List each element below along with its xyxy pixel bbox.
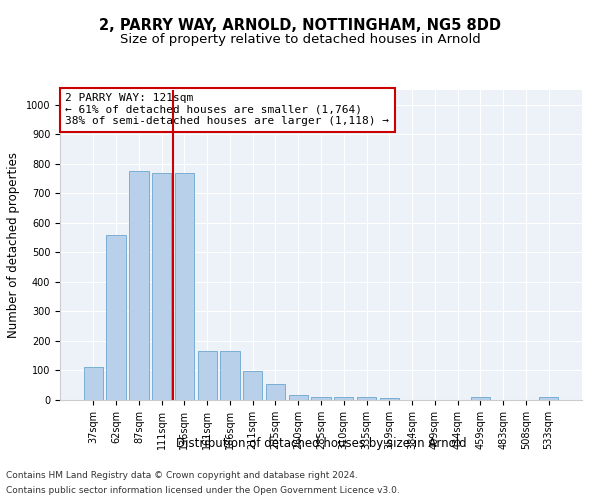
Bar bbox=[197, 352, 217, 400]
Bar bbox=[380, 398, 399, 400]
Text: 2, PARRY WAY, ARNOLD, NOTTINGHAM, NG5 8DD: 2, PARRY WAY, ARNOLD, NOTTINGHAM, NG5 8D… bbox=[99, 18, 501, 32]
Bar bbox=[243, 372, 262, 400]
Y-axis label: Number of detached properties: Number of detached properties bbox=[7, 152, 20, 338]
Bar bbox=[84, 367, 103, 400]
Text: Contains public sector information licensed under the Open Government Licence v3: Contains public sector information licen… bbox=[6, 486, 400, 495]
Text: Distribution of detached houses by size in Arnold: Distribution of detached houses by size … bbox=[176, 438, 466, 450]
Bar bbox=[220, 352, 239, 400]
Bar bbox=[129, 171, 149, 400]
Bar bbox=[289, 395, 308, 400]
Text: Size of property relative to detached houses in Arnold: Size of property relative to detached ho… bbox=[119, 32, 481, 46]
Text: Contains HM Land Registry data © Crown copyright and database right 2024.: Contains HM Land Registry data © Crown c… bbox=[6, 471, 358, 480]
Bar bbox=[470, 397, 490, 400]
Bar bbox=[334, 397, 353, 400]
Bar bbox=[175, 172, 194, 400]
Bar bbox=[152, 172, 172, 400]
Bar bbox=[311, 397, 331, 400]
Bar bbox=[106, 234, 126, 400]
Bar bbox=[539, 397, 558, 400]
Bar bbox=[266, 384, 285, 400]
Text: 2 PARRY WAY: 121sqm
← 61% of detached houses are smaller (1,764)
38% of semi-det: 2 PARRY WAY: 121sqm ← 61% of detached ho… bbox=[65, 93, 389, 126]
Bar bbox=[357, 397, 376, 400]
